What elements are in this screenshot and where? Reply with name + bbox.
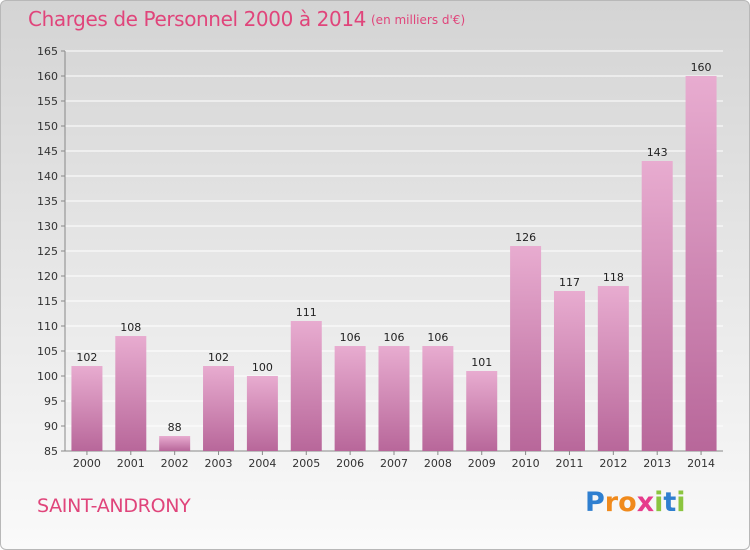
bar <box>334 346 366 451</box>
x-tick-label: 2012 <box>599 457 627 470</box>
logo-letter: i <box>676 487 686 518</box>
y-tick-label: 95 <box>44 395 58 408</box>
bars: 102 108 88 102 100 111 106 106 106 101 126 117 118 14… <box>71 61 717 451</box>
logo-letter: P <box>585 487 605 518</box>
data-label: 117 <box>559 276 580 289</box>
x-tick-label: 2009 <box>468 457 496 470</box>
x-tick-label: 2000 <box>73 457 101 470</box>
data-label: 106 <box>427 331 448 344</box>
data-label: 106 <box>384 331 405 344</box>
bar <box>641 161 673 451</box>
logo-letter: t <box>663 487 677 518</box>
x-tick-label: 2010 <box>512 457 540 470</box>
y-tick-label: 105 <box>37 345 58 358</box>
y-tick-label: 150 <box>37 120 58 133</box>
data-label: 160 <box>691 61 712 74</box>
data-label: 108 <box>120 321 141 334</box>
y-tick-label: 160 <box>37 70 58 83</box>
x-tick-label: 2003 <box>205 457 233 470</box>
bar <box>246 376 278 451</box>
logo-letter: x <box>636 487 655 518</box>
y-tick-label: 125 <box>37 245 58 258</box>
y-tick-label: 165 <box>37 45 58 58</box>
data-label: 102 <box>208 351 229 364</box>
x-tick-label: 2011 <box>555 457 583 470</box>
y-tick-label: 140 <box>37 170 58 183</box>
x-tick-label: 2013 <box>643 457 671 470</box>
bar <box>159 436 191 451</box>
x-tick-label: 2005 <box>292 457 320 470</box>
bar <box>290 321 322 451</box>
y-tick-label: 90 <box>44 420 58 433</box>
y-tick-label: 120 <box>37 270 58 283</box>
data-label: 118 <box>603 271 624 284</box>
y-tick-label: 130 <box>37 220 58 233</box>
y-tick-label: 155 <box>37 95 58 108</box>
data-label: 100 <box>252 361 273 374</box>
data-label: 126 <box>515 231 536 244</box>
chart-title: Charges de Personnel 2000 à 2014 <box>28 7 366 31</box>
x-axis: 2000 2001 2002 2003 2004 2005 2006 2007 2008 2009… <box>73 451 715 470</box>
bar <box>378 346 410 451</box>
data-label: 102 <box>76 351 97 364</box>
y-tick-label: 100 <box>37 370 58 383</box>
x-tick-label: 2001 <box>117 457 145 470</box>
x-tick-label: 2006 <box>336 457 364 470</box>
y-tick-label: 135 <box>37 195 58 208</box>
bar <box>115 336 147 451</box>
data-label: 101 <box>471 356 492 369</box>
logo-letter: o <box>618 487 637 518</box>
proxiti-logo: Proxiti <box>585 487 686 518</box>
x-tick-label: 2002 <box>161 457 189 470</box>
x-tick-label: 2004 <box>248 457 276 470</box>
bar <box>685 76 717 451</box>
y-tick-label: 110 <box>37 320 58 333</box>
chart-subtitle: (en milliers d'€) <box>371 13 466 27</box>
data-label: 111 <box>296 306 317 319</box>
y-tick-label: 145 <box>37 145 58 158</box>
bar <box>203 366 235 451</box>
y-tick-label: 85 <box>44 445 58 458</box>
logo-letter: r <box>604 487 619 518</box>
data-label: 88 <box>168 421 182 434</box>
data-label: 143 <box>647 146 668 159</box>
x-tick-label: 2014 <box>687 457 715 470</box>
bar <box>597 286 629 451</box>
logo-letter: i <box>654 487 664 518</box>
x-tick-label: 2008 <box>424 457 452 470</box>
bar <box>553 291 585 451</box>
bar <box>71 366 103 451</box>
x-tick-label: 2007 <box>380 457 408 470</box>
bar <box>466 371 498 451</box>
bar <box>510 246 542 451</box>
data-label: 106 <box>340 331 361 344</box>
town-name: SAINT-ANDRONY <box>37 495 191 517</box>
y-tick-label: 115 <box>37 295 58 308</box>
bar <box>422 346 454 451</box>
